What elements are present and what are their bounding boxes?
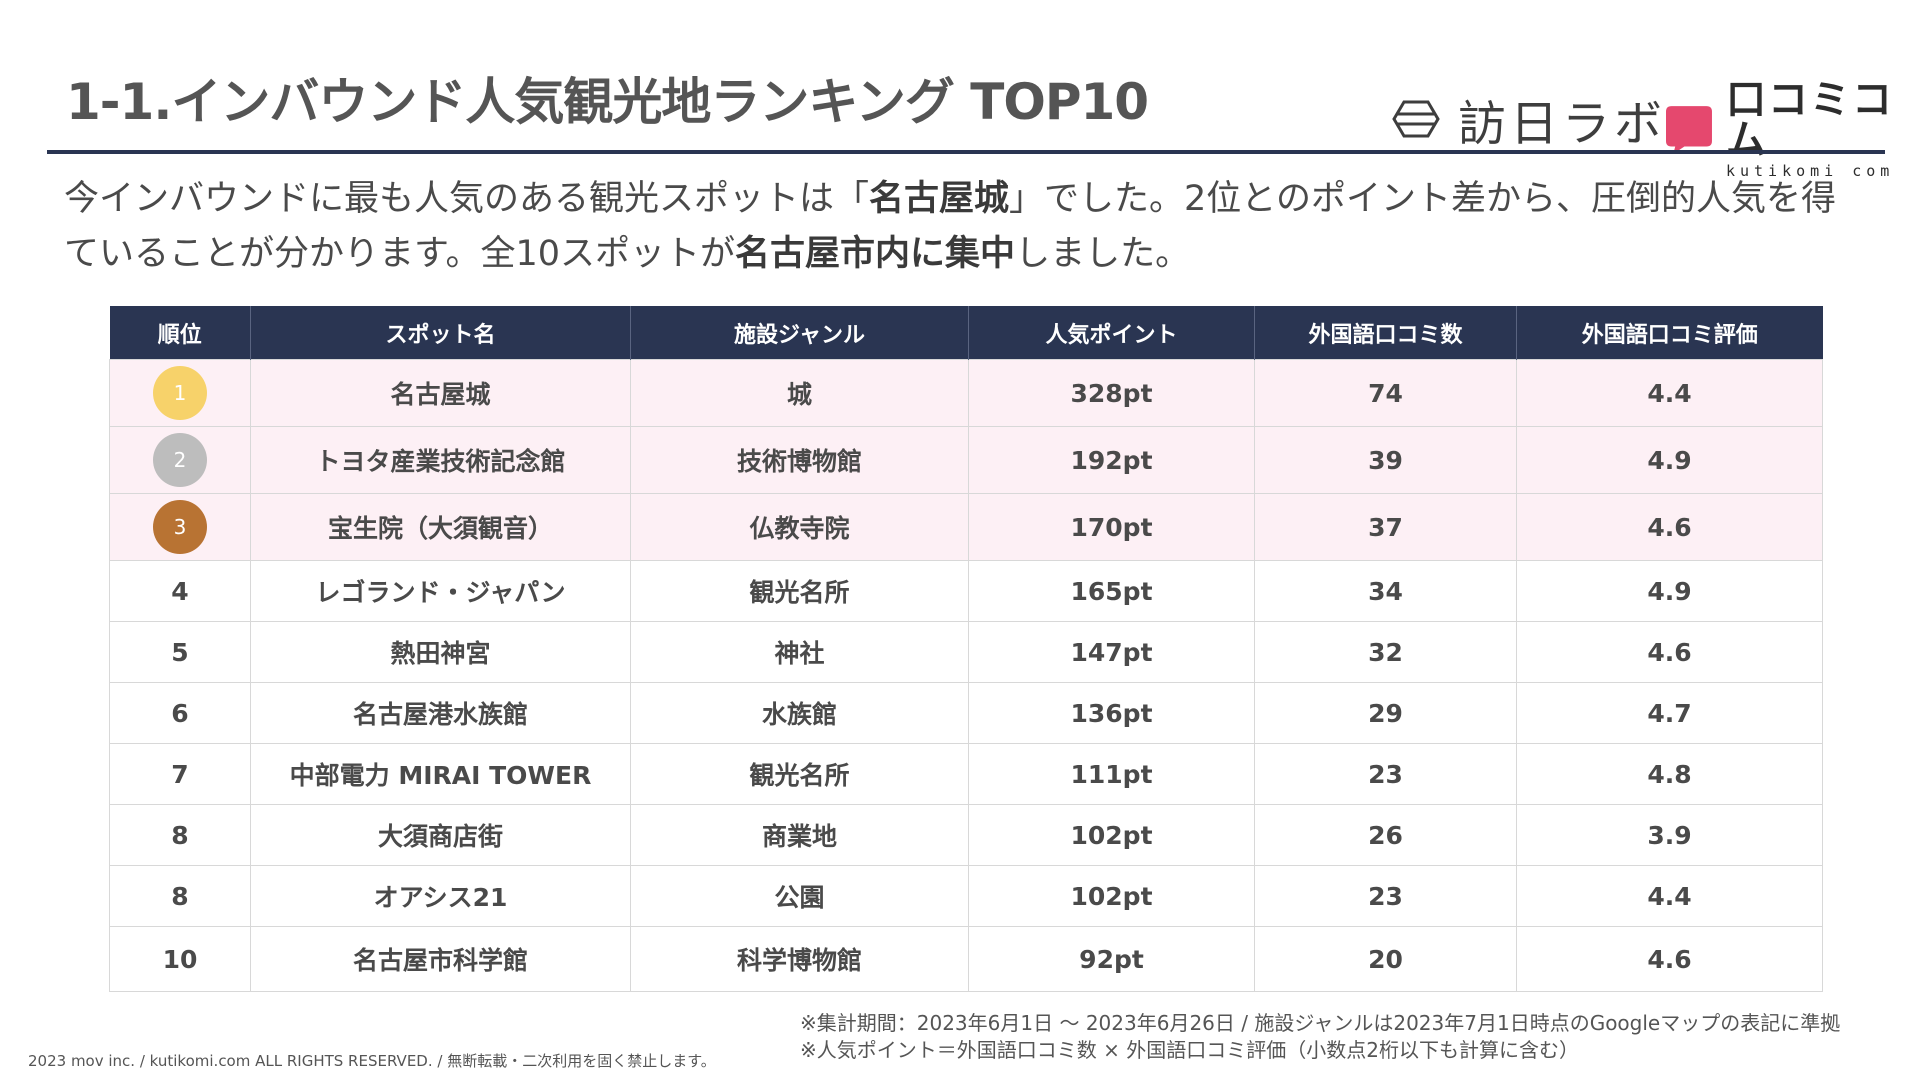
- spot-name: 宝生院（大須観音）: [250, 493, 631, 561]
- rank: 6: [109, 682, 251, 744]
- rank: 8: [109, 804, 251, 866]
- review-rating: 4.6: [1516, 493, 1823, 561]
- review-rating: 4.9: [1516, 426, 1823, 494]
- houjin-labo-wordmark: 訪日ラボ: [1458, 96, 1667, 152]
- genre: 観光名所: [630, 560, 969, 622]
- kuchikomi-speech-bubble-icon: [1666, 105, 1712, 154]
- houjin-labo-mark-icon: [1392, 100, 1440, 138]
- genre: 水族館: [630, 682, 969, 744]
- points: 111pt: [968, 743, 1255, 805]
- points: 328pt: [968, 359, 1255, 427]
- review-rating: 4.6: [1516, 621, 1823, 683]
- points: 136pt: [968, 682, 1255, 744]
- spot-name: 熱田神宮: [250, 621, 631, 683]
- genre: 観光名所: [630, 743, 969, 805]
- spot-name: トヨタ産業技術記念館: [250, 426, 631, 494]
- points: 102pt: [968, 804, 1255, 866]
- genre: 科学博物館: [630, 926, 969, 992]
- genre: 公園: [630, 865, 969, 927]
- table-row: 8 オアシス21 公園 102pt 23 4.4: [109, 865, 1823, 927]
- table-row: 3 宝生院（大須観音） 仏教寺院 170pt 37 4.6: [109, 493, 1823, 561]
- spot-name: オアシス21: [250, 865, 631, 927]
- spot-name: 名古屋港水族館: [250, 682, 631, 744]
- review-count: 26: [1254, 804, 1517, 866]
- page-title: 1-1.インバウンド人気観光地ランキング TOP10: [66, 73, 1149, 131]
- lead-text: 今インバウンドに最も人気のある観光スポットは「名古屋城」でした。2位とのポイント…: [64, 172, 1864, 282]
- review-rating: 4.4: [1516, 865, 1823, 927]
- genre: 商業地: [630, 804, 969, 866]
- points: 147pt: [968, 621, 1255, 683]
- table-row: 4 レゴランド・ジャパン 観光名所 165pt 34 4.9: [109, 560, 1823, 622]
- genre: 城: [630, 359, 969, 427]
- footnote-period: ※集計期間：2023年6月1日 〜 2023年6月26日 / 施設ジャンルは20…: [800, 1011, 1841, 1035]
- review-rating: 4.9: [1516, 560, 1823, 622]
- lead-highlight-1: 名古屋城: [869, 179, 1010, 219]
- review-count: 32: [1254, 621, 1517, 683]
- kuchikomi-wordmark: 口コミコム: [1725, 77, 1894, 163]
- rank: 4: [109, 560, 251, 622]
- rank: 7: [109, 743, 251, 805]
- review-rating: 4.6: [1516, 926, 1823, 992]
- review-count: 23: [1254, 865, 1517, 927]
- review-count: 20: [1254, 926, 1517, 992]
- spot-name: 名古屋市科学館: [250, 926, 631, 992]
- points: 170pt: [968, 493, 1255, 561]
- header-genre: 施設ジャンル: [630, 306, 969, 360]
- table-row: 5 熱田神宮 神社 147pt 32 4.6: [109, 621, 1823, 683]
- table-row: 8 大須商店街 商業地 102pt 26 3.9: [109, 804, 1823, 866]
- table-row: 7 中部電力 MIRAI TOWER 観光名所 111pt 23 4.8: [109, 743, 1823, 805]
- genre: 神社: [630, 621, 969, 683]
- spot-name: レゴランド・ジャパン: [250, 560, 631, 622]
- table-header-row: 順位 スポット名 施設ジャンル 人気ポイント 外国語口コミ数 外国語口コミ評価: [109, 306, 1823, 360]
- footnote-formula: ※人気ポイント＝外国語口コミ数 × 外国語口コミ評価（小数点2桁以下も計算に含む…: [800, 1038, 1579, 1062]
- genre: 技術博物館: [630, 426, 969, 494]
- bronze-medal-icon: 3: [153, 500, 207, 554]
- points: 102pt: [968, 865, 1255, 927]
- header-review-count: 外国語口コミ数: [1254, 306, 1517, 360]
- header-points: 人気ポイント: [968, 306, 1255, 360]
- kuchikomi-com-logo: 口コミコム kutikomi com: [1666, 80, 1919, 179]
- table-row: 10 名古屋市科学館 科学博物館 92pt 20 4.6: [109, 926, 1823, 992]
- review-rating: 4.4: [1516, 359, 1823, 427]
- gold-medal-icon: 1: [153, 366, 207, 420]
- review-count: 37: [1254, 493, 1517, 561]
- review-count: 34: [1254, 560, 1517, 622]
- copyright-text: 2023 mov inc. / kutikomi.com ALL RIGHTS …: [28, 1052, 716, 1070]
- spot-name: 大須商店街: [250, 804, 631, 866]
- footnotes: ※集計期間：2023年6月1日 〜 2023年6月26日 / 施設ジャンルは20…: [800, 1010, 1840, 1064]
- kuchikomi-wordmark-en: kutikomi com: [1725, 162, 1895, 180]
- points: 92pt: [968, 926, 1255, 992]
- table-row: 6 名古屋港水族館 水族館 136pt 29 4.7: [109, 682, 1823, 744]
- lead-part-2: 」でした。2位とのポイント差から、圧倒的人気を得ていることが分かります。全10ス…: [64, 179, 1836, 274]
- header-review-rating: 外国語口コミ評価: [1516, 306, 1823, 360]
- houjin-labo-logo: 訪日ラボ: [1392, 84, 1666, 154]
- review-count: 74: [1254, 359, 1517, 427]
- review-rating: 4.8: [1516, 743, 1823, 805]
- spot-name: 中部電力 MIRAI TOWER: [250, 743, 631, 805]
- review-count: 23: [1254, 743, 1517, 805]
- rank: 10: [109, 926, 251, 992]
- ranking-table: 順位 スポット名 施設ジャンル 人気ポイント 外国語口コミ数 外国語口コミ評価 …: [109, 306, 1823, 992]
- table-row: 1 名古屋城 城 328pt 74 4.4: [109, 359, 1823, 427]
- lead-part-1: 今インバウンドに最も人気のある観光スポットは「: [64, 179, 870, 219]
- review-rating: 3.9: [1516, 804, 1823, 866]
- review-count: 29: [1254, 682, 1517, 744]
- header-rank: 順位: [109, 306, 251, 360]
- genre: 仏教寺院: [630, 493, 969, 561]
- lead-part-3: しました。: [1015, 234, 1191, 274]
- header-spot-name: スポット名: [250, 306, 631, 360]
- silver-medal-icon: 2: [153, 433, 207, 487]
- rank: 5: [109, 621, 251, 683]
- spot-name: 名古屋城: [250, 359, 631, 427]
- lead-highlight-2: 名古屋市内に集中: [735, 234, 1016, 274]
- review-rating: 4.7: [1516, 682, 1823, 744]
- points: 192pt: [968, 426, 1255, 494]
- rank: 8: [109, 865, 251, 927]
- points: 165pt: [968, 560, 1255, 622]
- title-divider: [47, 150, 1885, 154]
- review-count: 39: [1254, 426, 1517, 494]
- table-row: 2 トヨタ産業技術記念館 技術博物館 192pt 39 4.9: [109, 426, 1823, 494]
